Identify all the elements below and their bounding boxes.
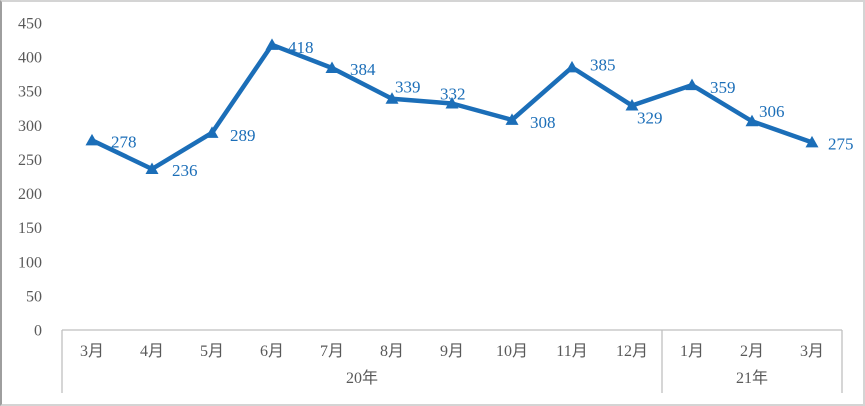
x-month-label: 11月 (556, 343, 587, 360)
data-point-label: 359 (710, 78, 736, 97)
x-month-label: 3月 (800, 343, 824, 360)
x-month-label: 10月 (496, 343, 528, 360)
data-point-label: 339 (395, 78, 421, 97)
data-point-label: 384 (350, 60, 376, 79)
data-point-label: 278 (111, 132, 137, 151)
y-tick-label: 150 (18, 220, 42, 237)
x-month-label: 12月 (616, 343, 648, 360)
data-point-marker (325, 61, 339, 74)
year-group-label: 21年 (736, 369, 768, 387)
x-month-label: 7月 (320, 343, 344, 360)
data-point-label: 385 (590, 55, 616, 74)
x-month-label: 6月 (260, 343, 284, 360)
data-point-marker (445, 97, 459, 109)
data-point-marker (805, 135, 819, 148)
data-point-label: 289 (230, 126, 256, 145)
year-group-label: 20年 (346, 369, 378, 387)
data-point-marker (565, 60, 579, 73)
x-month-label: 3月 (80, 343, 104, 360)
data-point-label: 306 (759, 102, 785, 121)
y-tick-label: 0 (34, 323, 42, 340)
y-tick-label: 350 (18, 84, 42, 101)
data-point-label: 275 (828, 134, 854, 153)
data-point-marker (145, 162, 159, 174)
data-point-label: 332 (440, 85, 466, 104)
x-month-label: 2月 (740, 343, 764, 360)
data-point-marker (505, 113, 519, 125)
data-point-label: 418 (288, 38, 314, 57)
y-tick-label: 200 (18, 186, 42, 203)
y-tick-label: 300 (18, 118, 42, 135)
y-tick-label: 100 (18, 254, 42, 271)
y-tick-label: 50 (26, 288, 42, 305)
x-month-label: 8月 (380, 343, 404, 360)
y-tick-label: 450 (18, 16, 42, 33)
data-point-label: 236 (172, 161, 198, 180)
y-tick-label: 250 (18, 152, 42, 169)
x-month-label: 5月 (200, 343, 224, 360)
data-point-marker (205, 126, 219, 138)
x-month-label: 1月 (680, 343, 704, 360)
data-point-label: 308 (530, 113, 556, 132)
data-point-label: 329 (637, 109, 663, 128)
x-month-label: 4月 (140, 343, 164, 360)
data-point-marker (625, 99, 639, 111)
data-point-marker (385, 92, 399, 104)
data-point-marker (685, 78, 699, 91)
data-point-marker (85, 133, 99, 146)
data-point-marker (745, 114, 759, 127)
data-point-marker (265, 38, 279, 50)
x-month-label: 9月 (440, 343, 464, 360)
y-tick-label: 400 (18, 50, 42, 67)
